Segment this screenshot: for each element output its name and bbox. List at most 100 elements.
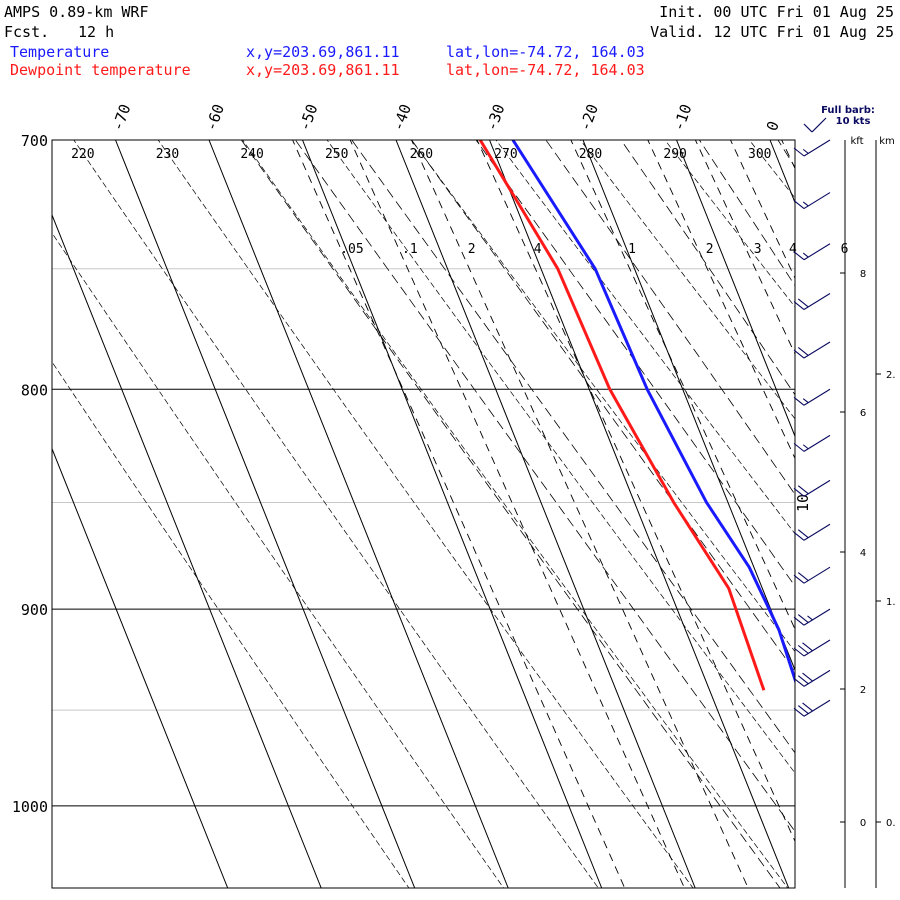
barb-flag xyxy=(797,675,809,685)
moist-adiabat xyxy=(777,140,795,169)
barb-half-flag xyxy=(802,398,809,404)
mixing-ratio-label: 4 xyxy=(789,242,797,257)
mixing-ratio-line xyxy=(730,140,795,280)
mixing-ratio-label: .1 xyxy=(402,242,418,257)
kft-tick-label: 0 xyxy=(860,818,866,829)
isotherm xyxy=(395,140,696,888)
temperature-tick-label: -10 xyxy=(669,102,695,134)
km-label: km xyxy=(879,136,895,147)
barb-flag xyxy=(802,642,813,652)
barb-staff xyxy=(803,434,831,452)
moist-adiabat xyxy=(411,140,795,673)
barb-flag xyxy=(797,614,809,623)
plot-frame xyxy=(51,139,796,889)
wind-barb xyxy=(793,639,831,657)
profile-dewpoint-temperature xyxy=(478,140,766,691)
isotherm xyxy=(676,140,795,438)
wind-barb xyxy=(793,479,831,497)
mixing-ratio-line xyxy=(411,140,749,888)
temperature-tick-label: -20 xyxy=(576,102,602,134)
theta-label: 220 xyxy=(71,147,94,162)
mixing-ratio-line xyxy=(349,140,685,888)
barb-flag xyxy=(797,485,809,495)
barb-flag xyxy=(797,572,809,582)
wind-barb xyxy=(793,341,831,359)
moist-adiabat xyxy=(240,140,781,888)
dry-adiabat xyxy=(495,140,795,535)
isotherm xyxy=(864,140,900,888)
barb-flag xyxy=(793,647,805,657)
mixing-ratio-label: 3 xyxy=(754,242,762,257)
temperature-tick-label: -70 xyxy=(108,102,134,134)
mixing-ratio-label: 4 xyxy=(534,242,542,257)
temperature-tick-label: -30 xyxy=(482,102,508,134)
barb-staff xyxy=(803,669,831,687)
wind-barb xyxy=(793,293,831,310)
barb-flag xyxy=(793,574,805,584)
mixing-ratio-line xyxy=(781,140,795,170)
dry-adiabat xyxy=(73,140,599,888)
kft-tick-label: 8 xyxy=(860,269,866,280)
barb-staff xyxy=(803,566,831,584)
barb-flag xyxy=(802,672,813,682)
barb-flag xyxy=(793,707,805,717)
pressure-tick-label: 1000 xyxy=(12,798,48,816)
barb-staff xyxy=(803,293,831,310)
barb-staff xyxy=(803,192,831,210)
kft-label: kft xyxy=(850,136,863,147)
barb-staff xyxy=(803,388,831,406)
temperature-tick-label: -40 xyxy=(389,102,415,134)
isotherm xyxy=(52,213,322,888)
barb-staff xyxy=(803,699,831,717)
barb-flag xyxy=(793,251,805,261)
barb-staff xyxy=(803,243,831,261)
wind-barb xyxy=(793,434,831,452)
moist-adiabat xyxy=(822,86,900,900)
height-axis: kft km 8 6 4 2 0 2. 1. 0. xyxy=(840,136,896,888)
barb-legend-line2: 10 kts xyxy=(836,116,871,127)
chart-labels: 700 800 900 1000 -70 -60 -50 -40 -30 -20 -10 0 10 220… xyxy=(12,102,849,816)
pressure-tick-label: 700 xyxy=(21,132,48,150)
barb-legend-sample xyxy=(803,117,827,133)
barb-staff xyxy=(803,608,831,626)
series-dewpoint-xy: x,y=203.69,861.11 xyxy=(246,61,400,79)
init-time: Init. 00 UTC Fri 01 Aug 25 xyxy=(659,3,894,21)
isotherm xyxy=(115,140,416,888)
barb-flag xyxy=(793,147,805,157)
barb-staff xyxy=(803,139,831,157)
barb-flag xyxy=(797,644,809,654)
barb-flag xyxy=(793,396,805,406)
isotherm-marker-label: 10 xyxy=(794,494,812,512)
kft-tick-label: 6 xyxy=(860,408,866,419)
wind-barb xyxy=(793,243,831,261)
barb-flag xyxy=(797,298,809,308)
barb-flag xyxy=(793,616,805,626)
dry-adiabat xyxy=(874,86,900,900)
temperature-tick-label: -60 xyxy=(202,102,228,134)
temperature-tick-label: -50 xyxy=(295,102,321,134)
series-temperature-name: Temperature xyxy=(10,43,109,61)
dry-adiabat xyxy=(157,140,694,888)
wind-barb xyxy=(793,699,831,717)
barb-staff xyxy=(803,341,831,359)
theta-label: 240 xyxy=(240,147,263,162)
mixing-ratio-line xyxy=(694,140,795,356)
barb-legend-line1: Full barb: xyxy=(821,105,875,116)
wind-barb xyxy=(793,608,831,626)
barb-staff xyxy=(803,639,831,657)
pressure-tick-label: 800 xyxy=(21,381,48,399)
theta-label: 290 xyxy=(663,147,686,162)
km-tick-label: 1. xyxy=(886,597,896,608)
series-temperature-latlon: lat,lon=-74.72, 164.03 xyxy=(446,43,645,61)
model-title: AMPS 0.89-km WRF xyxy=(4,3,149,21)
mixing-ratio-label: 2 xyxy=(468,242,476,257)
moist-adiabat xyxy=(698,140,795,287)
theta-label: 250 xyxy=(325,147,348,162)
km-tick-label: 2. xyxy=(886,370,896,381)
theta-label: 260 xyxy=(410,147,433,162)
km-tick-label: 0. xyxy=(886,818,896,829)
theta-label: 300 xyxy=(748,147,771,162)
dry-adiabat xyxy=(579,140,795,420)
barb-half-flag xyxy=(802,201,809,207)
barb-flag xyxy=(793,442,805,452)
